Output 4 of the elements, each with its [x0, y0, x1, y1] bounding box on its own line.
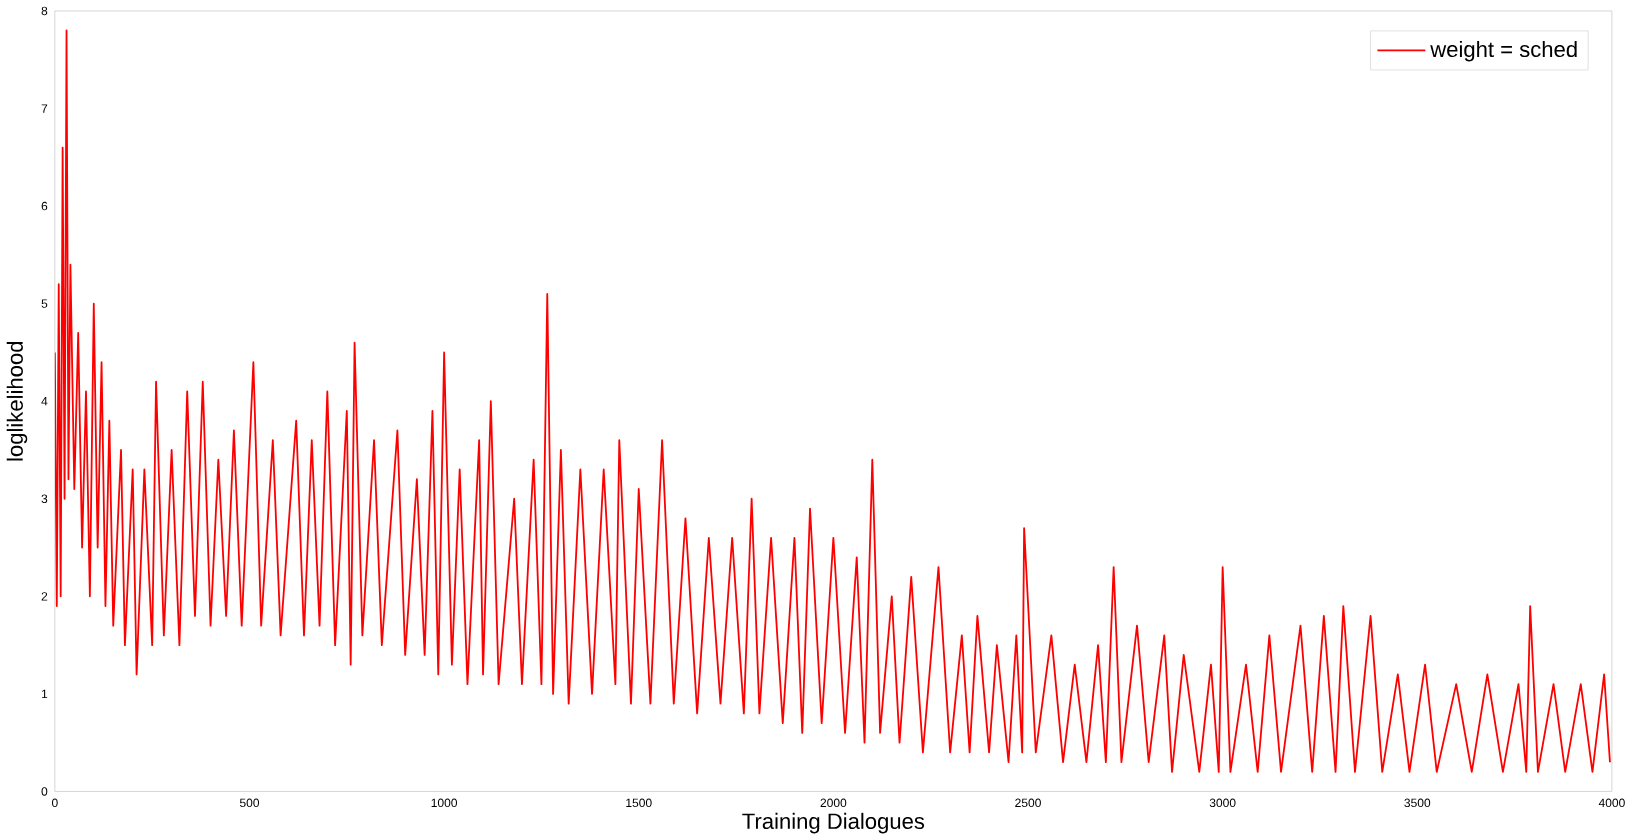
line-series: [54, 29, 1611, 773]
y-axis-title: loglikelihood: [6, 341, 28, 461]
legend-label: weight = sched: [1430, 40, 1577, 62]
x-axis-title: Training Dialogues: [742, 812, 925, 834]
